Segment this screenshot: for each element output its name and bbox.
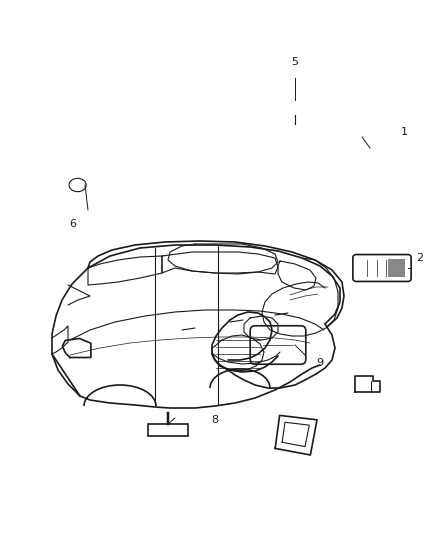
Text: 6: 6 xyxy=(70,219,77,229)
Text: 1: 1 xyxy=(400,127,407,137)
FancyBboxPatch shape xyxy=(250,326,306,364)
Text: 2: 2 xyxy=(417,253,424,263)
Bar xyxy=(388,259,405,278)
Text: 9: 9 xyxy=(316,358,324,368)
Text: 5: 5 xyxy=(292,57,299,67)
FancyBboxPatch shape xyxy=(353,255,411,281)
Bar xyxy=(148,424,188,435)
Text: 8: 8 xyxy=(212,415,219,425)
